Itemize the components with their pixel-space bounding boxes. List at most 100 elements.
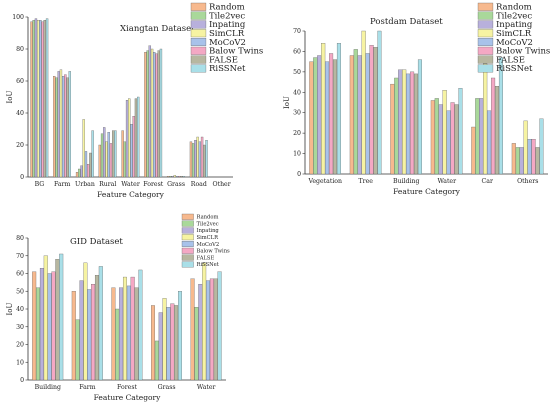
bar-simclr <box>150 48 154 178</box>
bar-random <box>30 21 33 178</box>
bar-balow-twins <box>410 71 415 175</box>
y-tick-label: 60 <box>16 78 24 85</box>
bar-simclr <box>82 119 85 178</box>
bar-false <box>66 77 69 178</box>
bar-tile2vec <box>194 307 199 381</box>
legend-swatch <box>477 2 494 11</box>
x-tick-label: Farm <box>54 181 71 188</box>
bar-rissnet <box>138 269 143 381</box>
bar-balow-twins <box>491 77 496 175</box>
legend-label: Random <box>496 3 532 13</box>
y-tick-label: 50 <box>293 69 301 76</box>
legend-label: MoCoV2 <box>209 38 246 48</box>
x-tick-label: Rural <box>99 181 116 188</box>
x-tick-label: Other <box>213 181 231 188</box>
bar-balow-twins <box>369 45 374 175</box>
legend: RandomTile2vecInpatingSimCLRMoCoV2Balow … <box>181 213 230 268</box>
bar-false <box>180 176 183 178</box>
bar-inpating <box>125 100 129 178</box>
bar-random <box>121 130 124 178</box>
x-tick-label: Grass <box>167 181 185 188</box>
bar-rissnet <box>137 96 140 178</box>
bar-mocov2 <box>107 132 110 178</box>
bar-rissnet <box>68 71 72 178</box>
bar-false <box>94 275 99 381</box>
legend-label: Balow Twins <box>496 47 550 57</box>
bar-simclr <box>196 136 199 178</box>
y-tick-label: 20 <box>16 342 24 349</box>
legend-swatch <box>190 38 207 46</box>
bar-balow-twins <box>209 278 214 381</box>
bar-false <box>89 152 92 178</box>
bar-mocov2 <box>406 73 411 175</box>
bar-balow-twins <box>531 139 536 175</box>
bar-random <box>32 271 37 381</box>
bar-tile2vec <box>75 319 80 381</box>
y-tick-label: 40 <box>16 110 24 117</box>
bar-random <box>71 291 76 381</box>
legend-swatch <box>181 227 194 234</box>
bar-false <box>134 287 139 381</box>
bar-inpating <box>194 140 197 178</box>
bar-mocov2 <box>175 176 179 178</box>
bar-mocov2 <box>527 139 532 175</box>
bar-tile2vec <box>192 143 195 178</box>
legend-label: FALSE <box>209 55 238 65</box>
y-tick-label: 70 <box>293 28 301 35</box>
bar-simclr <box>43 255 48 381</box>
legend-label: FALSE <box>496 55 525 65</box>
bar-simclr <box>321 43 326 175</box>
bar-tile2vec <box>32 20 35 178</box>
bar-rissnet <box>539 118 544 175</box>
bar-tile2vec <box>394 77 399 175</box>
bar-tile2vec <box>475 98 480 175</box>
bar-balow-twins <box>178 176 181 178</box>
y-axis-label: IoU <box>6 90 14 103</box>
bar-tile2vec <box>55 77 58 178</box>
legend-label: Tile2vec <box>197 221 219 227</box>
y-tick-label: 40 <box>16 306 24 313</box>
bar-inpating <box>119 287 124 381</box>
bar-rissnet <box>217 271 222 381</box>
bar-inpating <box>39 268 44 381</box>
legend-label: Tile2vec <box>209 11 245 21</box>
bar-balow-twins <box>109 143 113 178</box>
x-tick-label: Vegetation <box>307 178 342 185</box>
legend-swatch <box>181 261 194 268</box>
bar-tile2vec <box>154 340 159 381</box>
bar-rissnet <box>205 140 208 178</box>
bar-rissnet <box>498 57 503 175</box>
bar-balow-twins <box>87 164 90 178</box>
x-tick-label: Forest <box>117 384 137 391</box>
bar-inpating <box>34 18 38 178</box>
bar-rissnet <box>377 30 382 175</box>
bar-false <box>174 305 179 381</box>
x-tick-label: Others <box>517 178 538 185</box>
bar-random <box>98 144 102 178</box>
bar-false <box>413 73 419 175</box>
bar-rissnet <box>417 59 422 175</box>
bar-balow-twins <box>155 53 158 178</box>
chart-panel-1: Postdam Dataset 0 10 20 30 40 50 60 70 IoU Feature… <box>283 3 550 196</box>
chart-title: GID Dataset <box>70 237 123 247</box>
bar-simclr <box>483 63 488 175</box>
bar-mocov2 <box>87 289 92 381</box>
bar-random <box>111 287 116 381</box>
bar-simclr <box>162 298 167 381</box>
bar-random <box>471 126 476 175</box>
y-axis-label: IoU <box>283 96 291 109</box>
chart-title: Postdam Dataset <box>370 17 443 27</box>
bar-inpating <box>80 165 83 178</box>
legend-swatch <box>477 38 494 46</box>
legend-swatch <box>190 29 207 38</box>
bar-mocov2 <box>487 110 492 175</box>
bar-simclr <box>442 90 447 175</box>
bar-balow-twins <box>200 136 204 178</box>
bar-tile2vec <box>146 50 149 178</box>
bar-balow-twins <box>51 271 56 381</box>
legend-label: FALSE <box>197 255 215 261</box>
x-tick-label: Water <box>437 178 456 185</box>
legend-label: MoCoV2 <box>496 38 533 48</box>
legend-label: SimCLR <box>496 29 532 39</box>
bar-random <box>151 305 155 381</box>
